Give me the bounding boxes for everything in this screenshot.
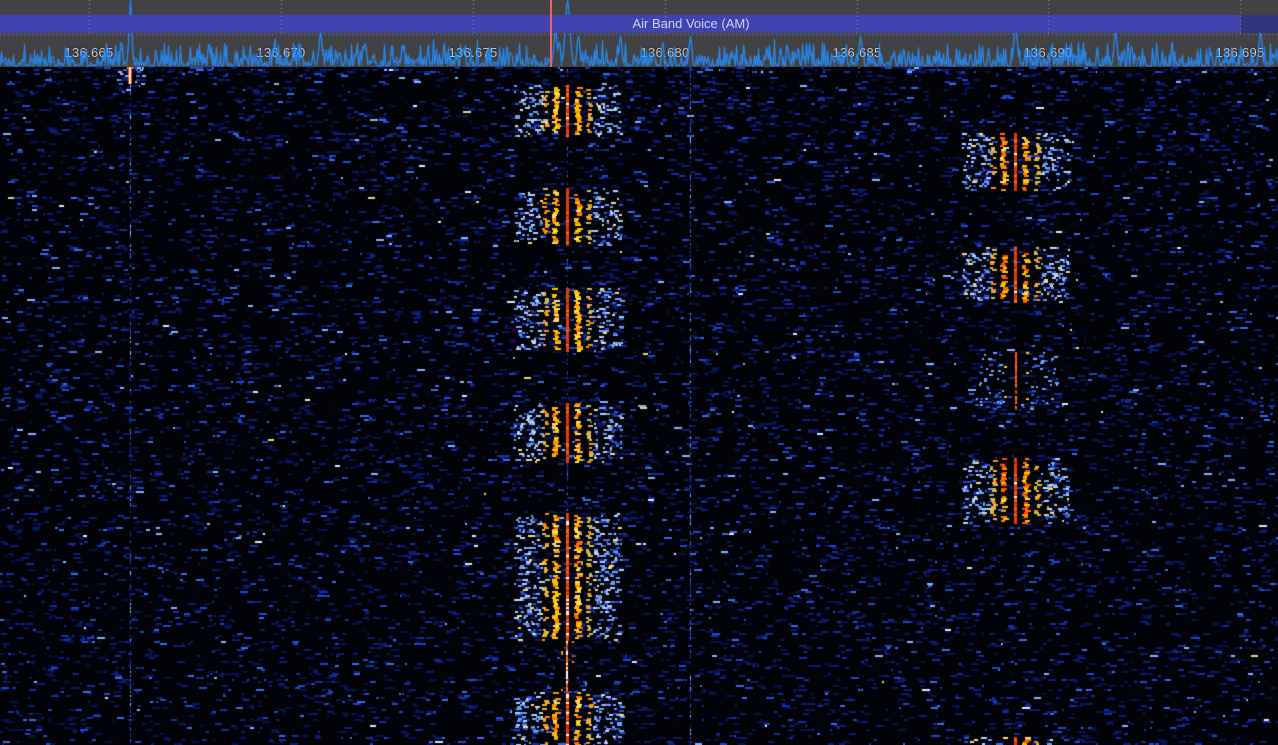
frequency-scale-header: 136.665 136.670 136.675 136.680 136.685 … [0,0,1278,67]
waterfall-canvas[interactable] [0,67,1278,745]
spectrum-trace-canvas[interactable] [0,0,1278,67]
tuning-cursor[interactable] [550,0,552,67]
